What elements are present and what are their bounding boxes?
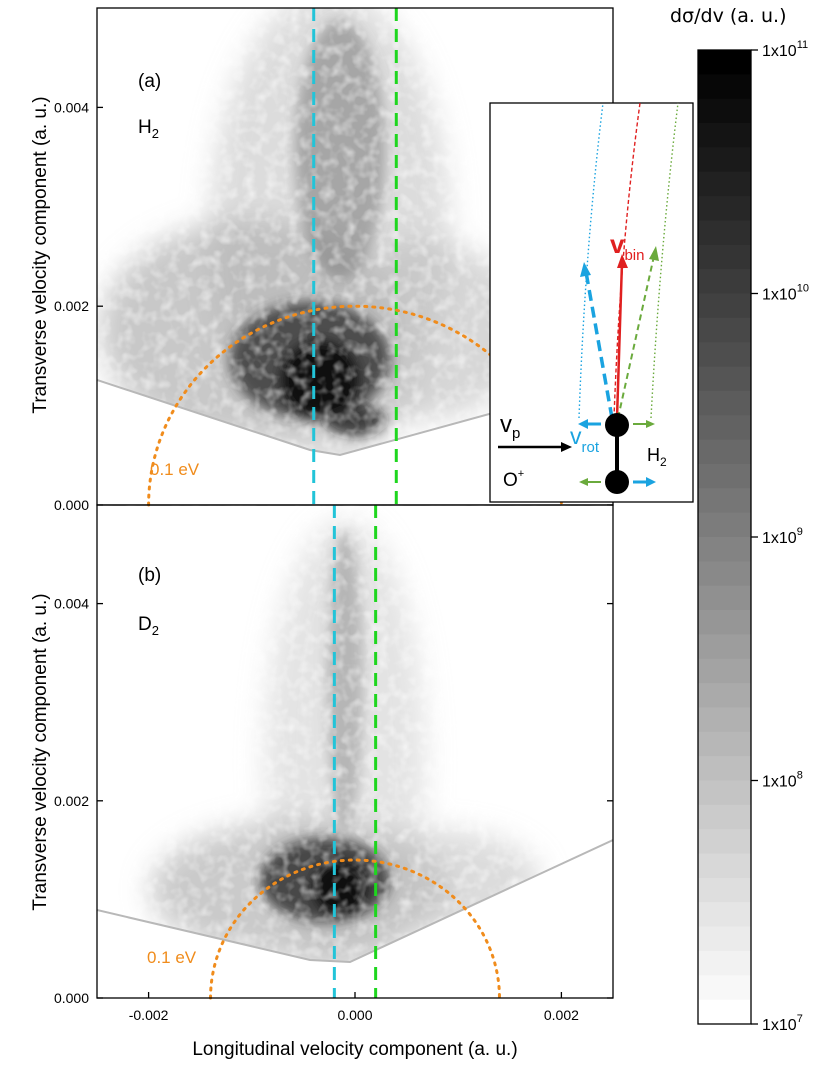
colorbar-band-21 [698,561,751,587]
panel-b-y-axis-title: Transverse velocity component (a. u.) [30,593,51,910]
colorbar-tick-label-1: 1x1010 [762,283,809,304]
colorbar-band-9 [698,269,751,294]
panel-b-xtick-label-1: 0.000 [337,1007,372,1023]
inset-rot-velocity-arrow [584,271,614,419]
panel-b-ytick-label-1: 0.002 [54,793,89,809]
colorbar-band-15 [698,415,751,441]
colorbar-band-28 [698,731,751,757]
colorbar-band-30 [698,780,751,806]
inset-molecule-label: H2 [647,445,667,469]
colorbar-bands [698,50,751,1025]
colorbar-band-32 [698,829,751,855]
panel-a-ytick-label-1: 0.002 [54,298,89,314]
colorbar-band-12 [698,342,751,368]
panel-b-species-label: D2 [138,614,159,638]
inset-green-trajectory [650,102,679,419]
colorbar-band-3 [698,123,751,148]
colorbar: dσ/dv (a. u.) 1x10111x10101x1091x1081x10… [670,5,809,1034]
colorbar-tick-label-0: 1x1011 [762,39,808,60]
panel-a-energy-arc-label: 0.1 eV [150,460,200,479]
panel-b-density-map [97,505,613,998]
inset-atom-upper [605,413,629,437]
colorbar-band-37 [698,950,751,976]
inset-green-velocity-arrow [617,255,655,419]
colorbar-band-18 [698,488,751,514]
inset-vp-label: vp [500,411,520,442]
colorbar-band-17 [698,463,751,489]
inset-projectile-label: O+ [503,468,524,491]
colorbar-band-38 [698,975,751,1001]
panel-a-ytick-label-2: 0.004 [54,99,89,115]
inset-atom-lower [605,470,629,494]
colorbar-band-4 [698,147,751,173]
panel-a-species-label: H2 [138,117,159,141]
colorbar-band-0 [698,50,751,75]
colorbar-band-19 [698,512,751,538]
panel-a-density-map [97,8,613,505]
colorbar-band-39 [698,999,751,1025]
x-axis-title: Longitudinal velocity component (a. u.) [192,1039,517,1060]
inset-diagram: vbin vrot vp O+ H2 [489,102,694,503]
panel-b-energy-arc-label: 0.1 eV [147,948,197,967]
colorbar-band-6 [698,196,751,221]
colorbar-tick-label-2: 1x109 [762,526,803,547]
colorbar-band-16 [698,439,751,465]
panel-b-xtick-label-0: -0.002 [129,1007,169,1023]
colorbar-band-24 [698,634,751,660]
inset-bin-arrowhead [617,254,628,268]
colorbar-band-23 [698,610,751,635]
panel-a-ytick-label-0: 0.000 [54,497,89,513]
panel-b-reference-lines [332,505,378,998]
colorbar-band-1 [698,74,751,100]
colorbar-band-34 [698,877,751,903]
colorbar-band-22 [698,585,751,611]
inset-lower-rot-arrowhead [646,477,656,487]
inset-vrot-label: vrot [570,423,600,456]
panel-b-energy-arc [209,858,501,1000]
inset-rot-velocity-arrowhead [580,262,591,277]
panel-b-ytick-label-0: 0.000 [54,990,89,1006]
inset-green-velocity-arrowhead [649,246,659,261]
inset-lower-green-arrowhead [579,478,588,486]
colorbar-band-2 [698,98,751,124]
inset-rot-trajectory [578,102,604,419]
colorbar-band-27 [698,707,751,733]
inset-frame [489,102,694,503]
colorbar-tick-label-3: 1x108 [762,770,803,791]
panel-b-ticks: 0.000 0.002 0.004 -0.002 0.000 0.002 [54,596,613,1023]
inset-vbin-label: vbin [610,229,645,264]
panel-b-xtick-label-2: 0.002 [544,1007,579,1023]
colorbar-band-33 [698,853,751,879]
inset-upper-rot-arrowhead [578,419,588,429]
colorbar-band-36 [698,926,751,952]
colorbar-band-5 [698,171,751,197]
inset-upper-green-arrowhead [646,420,655,428]
inset-projectile-arrowhead [561,442,572,452]
colorbar-tick-label-4: 1x107 [762,1013,803,1034]
colorbar-ticks: 1x1011 1x1010 1x109 1x108 1x107 [751,39,809,1034]
colorbar-band-26 [698,683,751,708]
colorbar-band-10 [698,293,751,319]
panel-b-ytick-label-2: 0.004 [54,596,89,612]
colorbar-title: dσ/dv (a. u.) [670,5,786,27]
inset-bin-trajectory [613,102,641,419]
inset-bin-arrow [615,261,624,419]
colorbar-band-14 [698,390,751,416]
colorbar-band-8 [698,244,751,270]
panel-a-label: (a) [138,71,161,92]
colorbar-band-29 [698,756,751,781]
panel-b-label: (b) [138,565,161,586]
colorbar-band-25 [698,658,751,684]
panel-a-y-axis-title: Transverse velocity component (a. u.) [30,96,51,413]
colorbar-band-13 [698,366,751,392]
colorbar-band-11 [698,317,751,343]
colorbar-band-20 [698,537,751,562]
panel-a-ticks: 0.000 0.002 0.004 [54,99,613,513]
colorbar-band-7 [698,220,751,246]
colorbar-band-31 [698,804,751,830]
colorbar-band-35 [698,902,751,928]
